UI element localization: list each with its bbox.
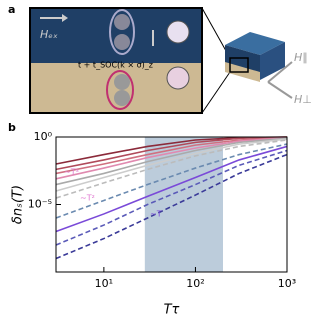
- x-axis-label: Tτ: [164, 303, 180, 318]
- annotation: ∼T²: [80, 194, 95, 203]
- panel-label: b: [8, 121, 16, 134]
- gap-marker: [152, 30, 154, 46]
- slab-top: [225, 32, 285, 55]
- site: [114, 74, 130, 90]
- x-tick-label: 10²: [186, 277, 204, 290]
- hopping-label: t + t_SOC(k × σ)_z: [78, 61, 153, 70]
- y-tick-label: 10⁰: [34, 130, 53, 143]
- x-tick-label: 10¹: [95, 277, 113, 290]
- curve: [55, 138, 288, 192]
- h-perp-label: H⊥: [294, 93, 312, 106]
- curve: [55, 139, 288, 199]
- field-arrow-head: [62, 14, 68, 22]
- annotation: ∼T³: [64, 168, 79, 177]
- curve: [55, 143, 288, 219]
- zoom-marker: [229, 57, 249, 73]
- orbit: [109, 9, 135, 55]
- site: [114, 14, 130, 30]
- h-parallel-label: H∥: [294, 51, 308, 64]
- parallel-arrow: [267, 61, 293, 83]
- orbit: [106, 70, 134, 110]
- diagram: [29, 7, 293, 114]
- annotation: ∼T: [150, 210, 162, 219]
- field-label: Hₑₓ: [40, 28, 58, 41]
- curve: [55, 137, 288, 180]
- curve: [55, 137, 288, 186]
- x-tick-label: 10³: [278, 277, 296, 290]
- site: [114, 34, 130, 50]
- spin-sphere: [166, 20, 190, 44]
- slab-side: [260, 42, 285, 80]
- spin-sphere: [166, 66, 190, 90]
- curve: [55, 149, 288, 246]
- zoom-box: [29, 7, 203, 114]
- y-axis-label: δnₛ(T): [11, 185, 26, 224]
- panel-label: a: [8, 3, 15, 16]
- curve: [55, 145, 288, 233]
- y-tick-label: 10⁻⁵: [28, 198, 52, 211]
- shade: [144, 137, 224, 272]
- curve: [55, 136, 288, 175]
- site: [114, 90, 130, 106]
- perp-arrow: [267, 81, 293, 99]
- curve: [55, 136, 288, 171]
- curve: [55, 153, 288, 260]
- zoom-line: [201, 71, 231, 114]
